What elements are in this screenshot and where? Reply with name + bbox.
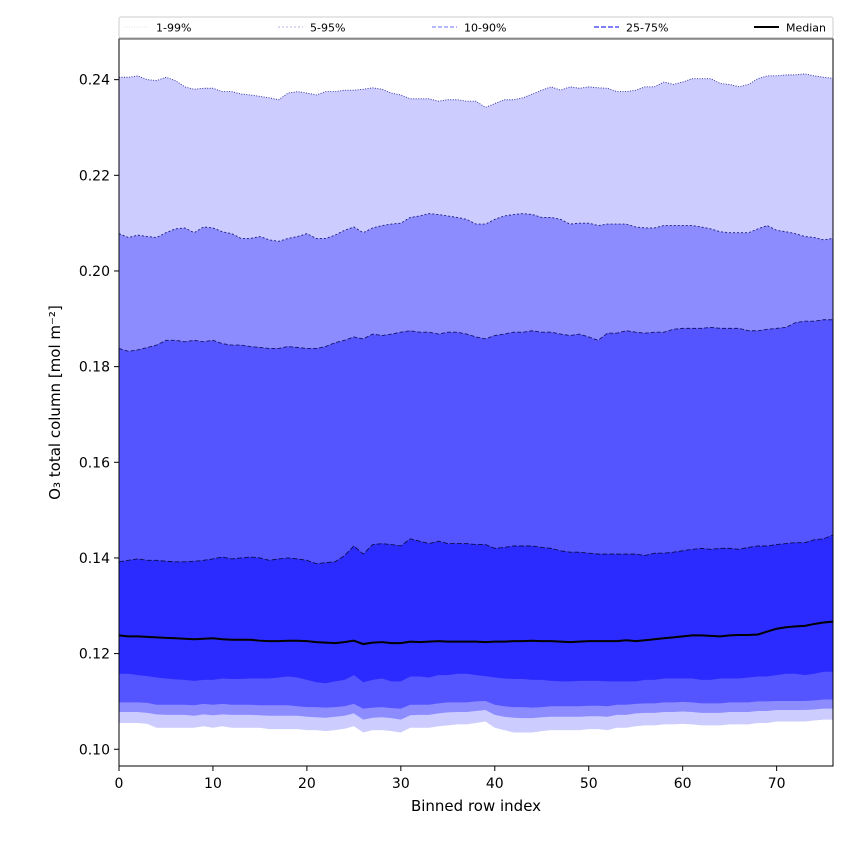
x-tick-label: 70 — [768, 776, 786, 792]
y-tick-label: 0.22 — [79, 168, 110, 184]
percentile-bands — [119, 73, 833, 733]
band-25-75%-upper-edge — [119, 534, 833, 565]
y-tick-label: 0.12 — [79, 647, 110, 663]
y-tick-label: 0.20 — [79, 264, 110, 280]
legend-entry-label: 10-90% — [464, 22, 506, 35]
y-tick-label: 0.14 — [79, 551, 110, 567]
y-axis-label: O₃ total column [mol m⁻²] — [46, 305, 64, 500]
x-tick-label: 20 — [298, 776, 316, 792]
band-10-90%-upper-edge — [119, 319, 833, 352]
legend-entry-label: Median — [786, 22, 826, 35]
series-median-line — [119, 620, 833, 646]
band-1-99%-upper-edge — [119, 73, 833, 108]
y-tick-label: 0.16 — [79, 455, 110, 471]
legend-entry-label: 5-95% — [310, 22, 345, 35]
x-tick-label: 30 — [392, 776, 410, 792]
legend-entry-label: 25-75% — [626, 22, 668, 35]
y-tick-label: 0.10 — [79, 742, 110, 758]
y-axis-ticks: 0.10 0.12 0.14 0.16 0.18 0.20 0.22 0.24 — [79, 73, 119, 758]
median-line — [119, 620, 833, 646]
x-axis-label: Binned row index — [411, 797, 541, 815]
band-5-95%-upper-edge — [119, 213, 833, 242]
x-tick-label: 50 — [580, 776, 598, 792]
band-25-75%-area — [119, 534, 833, 684]
legend: 1-99% 5-95% 10-90% 25-75% Median — [118, 16, 834, 40]
x-tick-label: 10 — [204, 776, 222, 792]
legend-entry-label: 1-99% — [156, 22, 191, 35]
y-tick-label: 0.18 — [79, 360, 110, 376]
x-axis-ticks: 0 10 20 30 40 50 60 70 — [115, 766, 786, 792]
x-tick-label: 40 — [486, 776, 504, 792]
x-tick-label: 60 — [674, 776, 692, 792]
y-tick-label: 0.24 — [79, 73, 110, 89]
x-tick-label: 0 — [115, 776, 124, 792]
